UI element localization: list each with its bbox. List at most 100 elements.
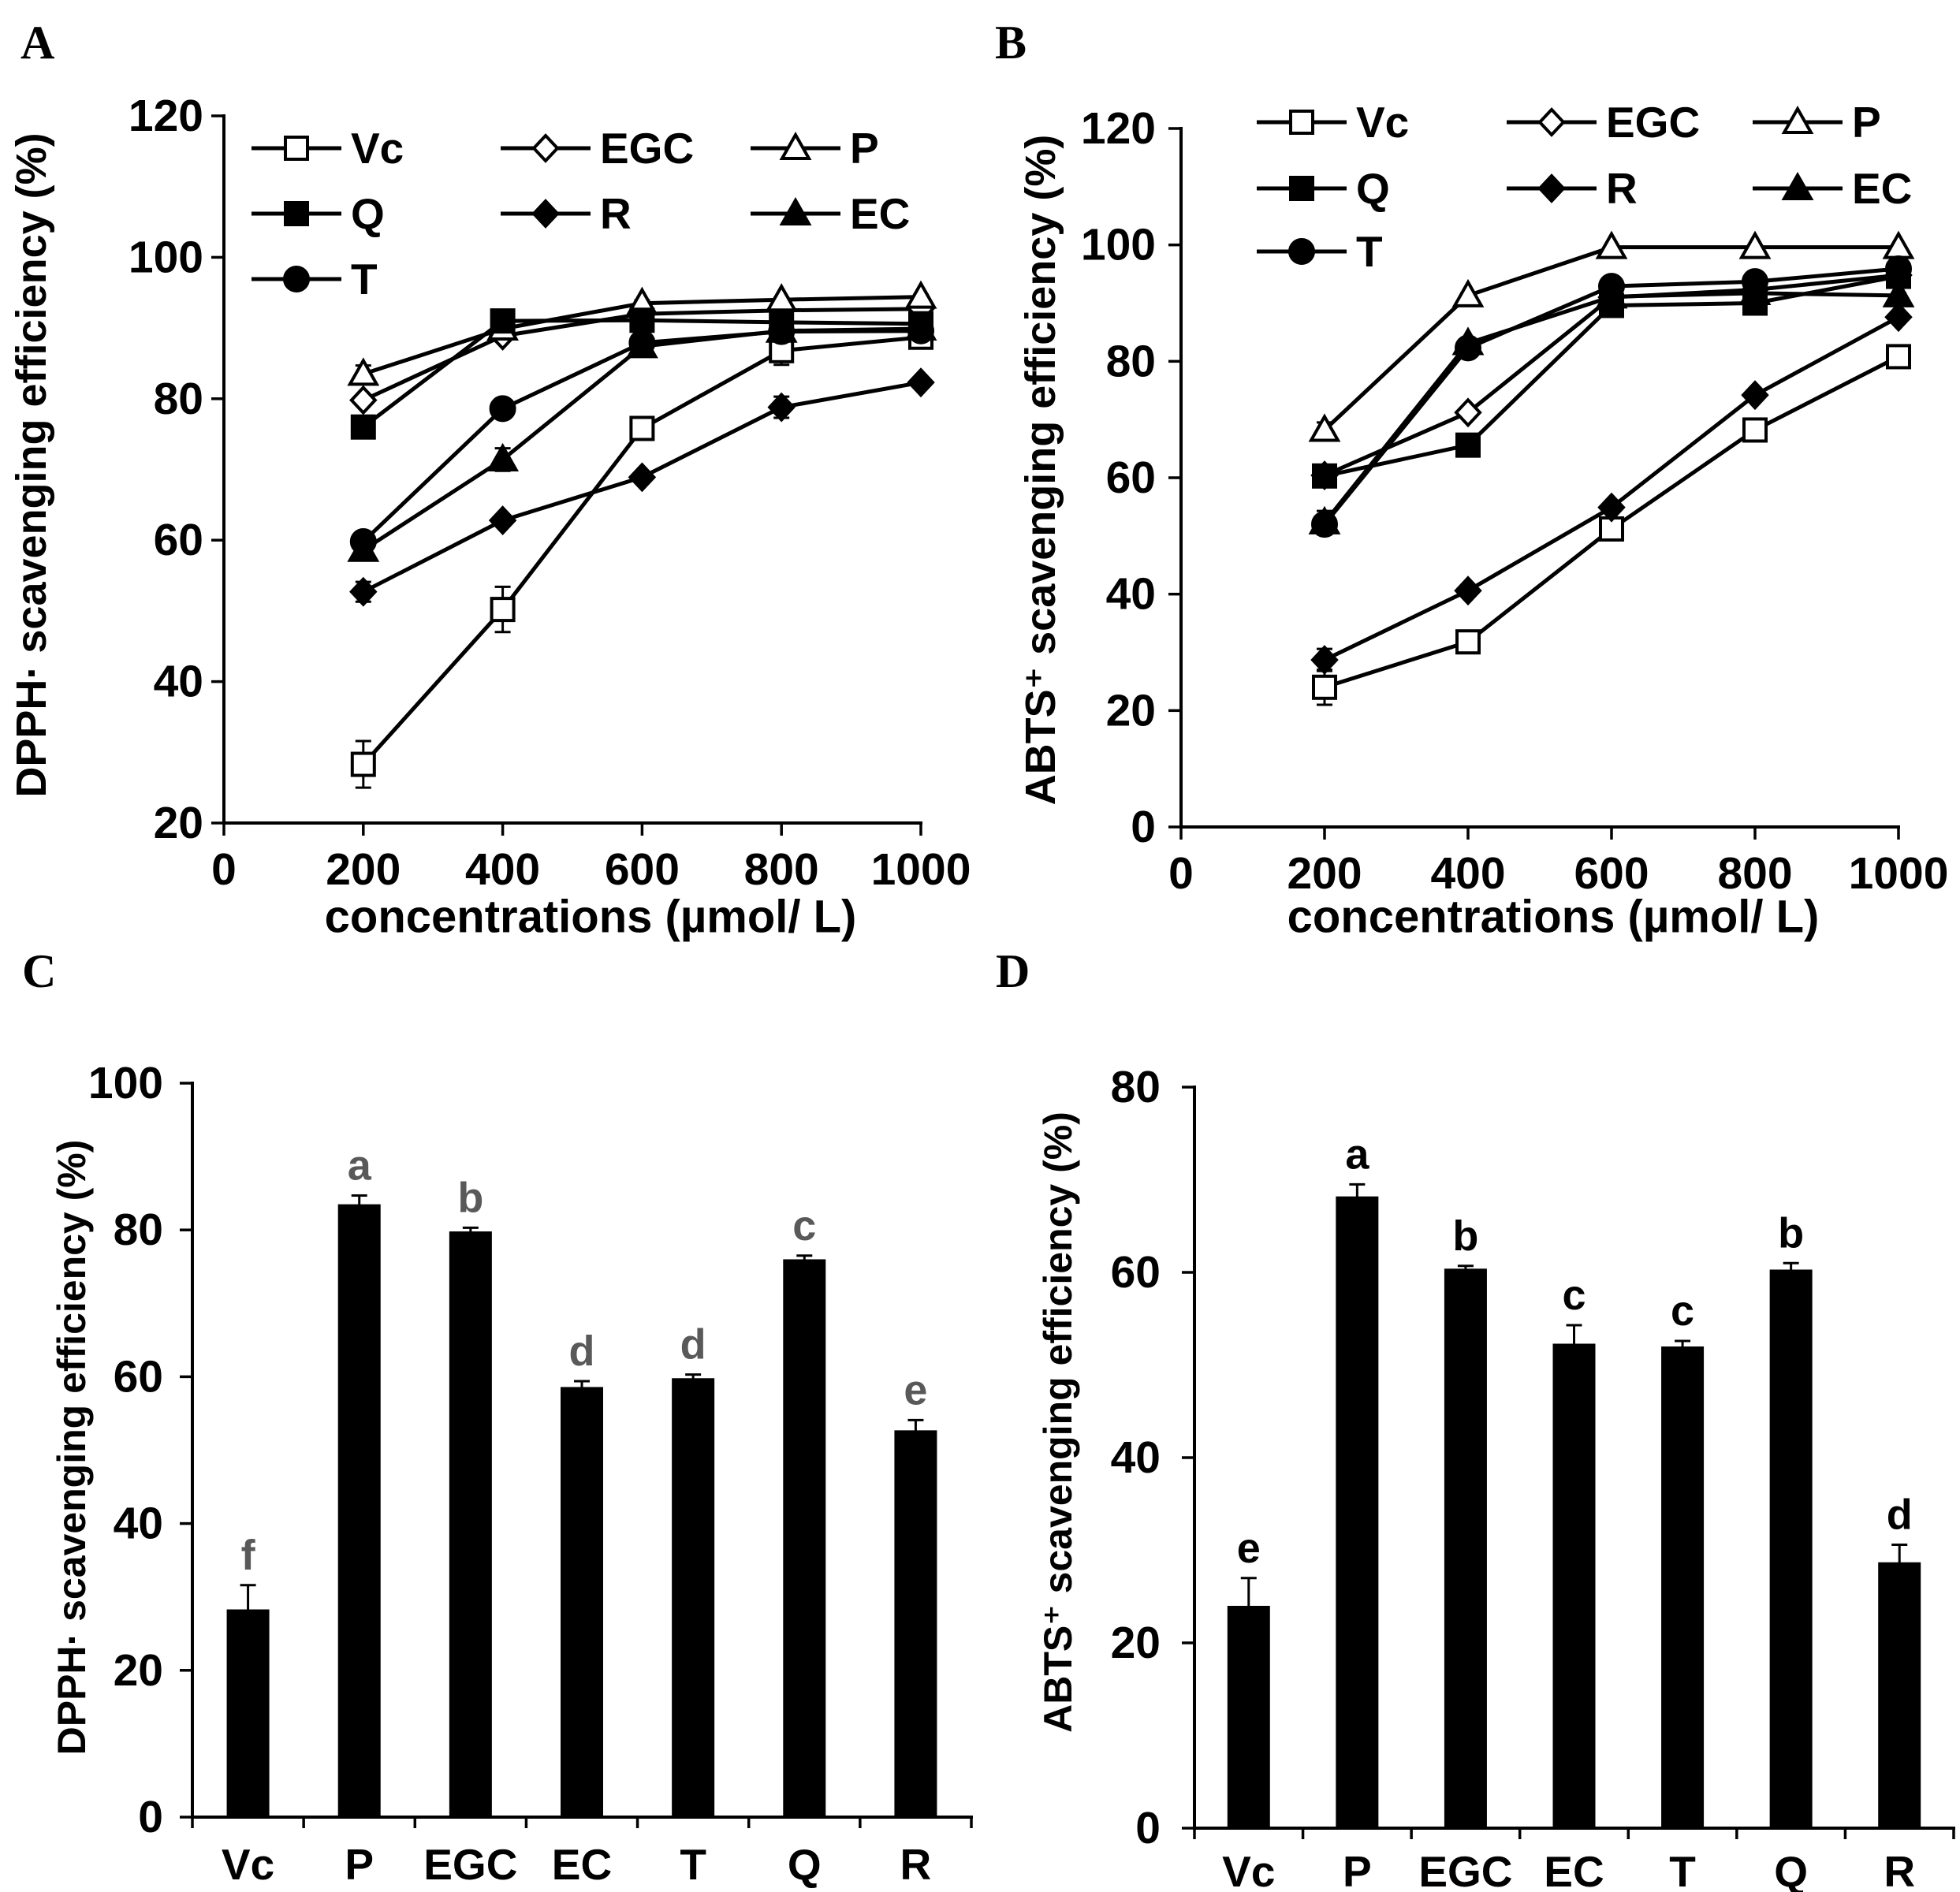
x-category-label: Q [1774,1847,1808,1892]
legend-marker-ec [779,196,812,225]
significance-letter: e [1237,1525,1261,1572]
y-tick-label: 60 [1106,453,1156,503]
y-tick-label: 60 [114,1351,163,1402]
data-point-q [629,307,655,333]
bar-group-p: a [1336,1130,1379,1828]
panel-letter: B [995,17,1027,69]
y-tick-label: 40 [1106,569,1156,620]
y-tick-label: 20 [154,798,203,848]
data-point-ec [1882,278,1915,307]
y-axis-title: DPPH· scavenging efficiency (%) [50,1140,94,1756]
data-point-r [349,576,378,607]
legend-marker-vc [1289,110,1314,135]
bar-ec [561,1387,603,1817]
bar-r [894,1430,937,1817]
panel-b-abts-line-chart: B 0 20 40 60 80 100 120 0 200 400 600 800 1000 concent… [995,17,1948,943]
y-tick-label: 0 [138,1792,163,1842]
data-point-r [628,462,657,493]
y-tick-label: 40 [154,657,203,707]
x-category-label: P [345,1840,374,1889]
x-tick-label: 800 [744,844,819,895]
legend-marker-p [779,131,812,160]
data-point-q [490,308,516,334]
data-point-q [350,414,376,440]
x-tick-label: 1000 [871,844,971,895]
legend-entry-vc: Vc [252,124,404,173]
y-tick-label: 100 [1081,220,1156,270]
significance-letter: d [680,1321,706,1369]
bar-group-t: c [1661,1287,1705,1828]
legend-entry-egc: EGC [1507,98,1700,147]
legend-marker-q [1289,176,1314,201]
data-point-r [488,505,517,536]
x-category-label: EGC [1418,1847,1512,1892]
data-point-r [1741,380,1769,411]
legend-label: T [351,255,378,304]
data-point-t [1311,511,1338,538]
bar-egc [449,1231,492,1817]
bar-r [1878,1562,1921,1828]
legend-entry-t: T [252,255,378,304]
y-tick-label: 20 [1106,685,1156,736]
data-point-p [1308,413,1341,442]
legend-entry-egc: EGC [501,124,694,173]
bar-group-r: e [894,1366,937,1817]
bar-egc [1444,1268,1487,1828]
data-markers [347,280,937,777]
data-point-r [1884,302,1913,333]
significance-letter: c [792,1202,816,1250]
bar-group-egc: b [449,1174,492,1817]
legend-marker-r [531,199,560,229]
bar-p [337,1204,381,1817]
data-point-vc [1312,674,1337,700]
legend-entry-vc: Vc [1257,98,1409,147]
data-point-t [349,527,377,555]
data-point-t [1742,268,1768,296]
x-tick-label: 200 [1287,848,1362,899]
bar-t [1661,1346,1705,1828]
legend-entry-q: Q [1257,164,1390,213]
x-tick-label: 600 [1574,848,1649,899]
y-tick-label: 60 [154,515,203,565]
data-point-egc [1454,397,1482,428]
significance-letter: c [1671,1287,1694,1335]
bar-vc [226,1609,270,1817]
legend-marker-r [1537,173,1566,203]
x-axis-title: concentrations (µmol/ L) [1287,892,1820,943]
panel-letter: A [20,17,54,69]
x-category-label: Vc [222,1840,274,1889]
legend-entry-q: Q [252,189,385,238]
data-point-t [628,329,656,356]
legend-marker-ec [1781,171,1814,200]
legend: Vc EGC P Q R EC T [252,124,910,304]
y-axis-title: ABTS⁺ scavenging efficiency (%) [1036,1112,1080,1733]
data-point-p [1738,230,1772,259]
panel-c-dpph-bar-chart: C 0 20 40 60 80 100 DPPH· scavenging efficiency… [22,945,973,1889]
bar-group-p: a [337,1142,381,1817]
y-tick-label: 60 [1111,1247,1161,1298]
legend-entry-t: T [1257,227,1383,276]
data-point-vc [490,597,516,623]
data-point-egc [349,385,378,415]
significance-letter: b [1452,1212,1478,1260]
x-axis-title: concentrations (µmol/ L) [325,892,857,943]
x-category-label: Q [788,1840,822,1889]
legend-marker-egc [531,133,560,163]
x-tick-label: 400 [465,844,540,895]
legend-label: Q [351,189,385,238]
bar-q [1769,1269,1813,1828]
y-axis-title: DPPH· scavenging efficiency (%) [8,132,55,797]
bar-group-ec: c [1552,1272,1596,1828]
y-tick-label: 100 [129,232,203,282]
y-tick-label: 40 [114,1499,163,1549]
legend-label: EGC [1606,98,1700,147]
bar-ec [1552,1343,1596,1828]
legend-label: EGC [600,124,694,173]
data-markers [1308,230,1915,700]
x-category-label: R [1884,1847,1915,1892]
data-point-vc [629,415,655,441]
legend-label: P [1852,98,1881,147]
data-point-r [767,392,796,423]
significance-letter: a [1345,1130,1369,1178]
y-tick-label: 120 [129,91,203,141]
